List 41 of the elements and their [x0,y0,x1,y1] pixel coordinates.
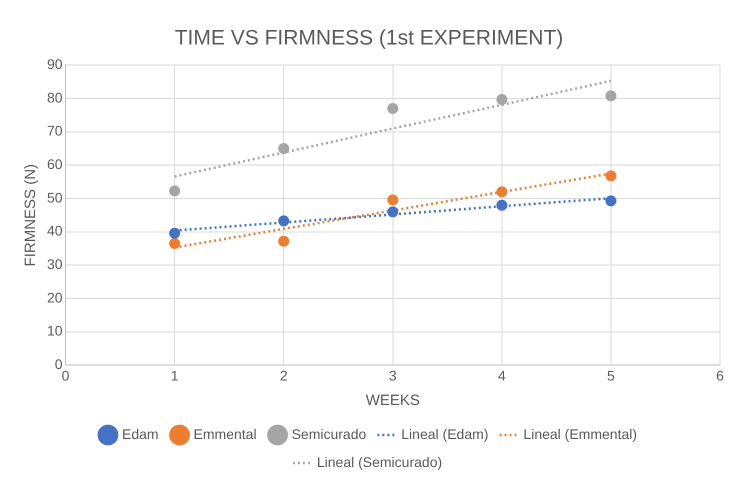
point [278,236,290,247]
x-axis-title: WEEKS [366,392,420,410]
point [387,103,398,114]
legend-label: Lineal (Semicurado) [316,454,442,470]
point [278,215,290,226]
x-tick-label: 5 [607,367,616,384]
point [169,228,180,239]
x-tick-label: 2 [280,367,288,384]
y-tick-label: 40 [46,222,63,239]
y-tick-label: 80 [46,89,63,106]
y-axis-title: FIRMNESS (N) [22,164,40,266]
x-tick-label: 3 [388,367,397,384]
legend-label: Emmental [194,426,257,442]
y-tick-label: 90 [46,56,63,72]
point [169,238,180,250]
y-tick-label: 60 [46,156,63,172]
x-tick-label: 4 [498,367,506,384]
y-tick-label: 10 [46,322,63,339]
y-tick-label: 70 [46,122,63,139]
y-tick-label: 0 [54,356,63,372]
point [278,143,290,154]
point [387,206,398,218]
line-series [173,80,612,178]
point [496,186,508,198]
point [605,90,616,102]
chart-title: TIME VS FIRMNESS (1st EXPERIMENT) [174,26,564,50]
y-tick-label: 30 [46,256,63,272]
x-tick-label: 6 [716,367,724,384]
point [605,170,616,182]
y-tick-label: 50 [46,189,63,206]
point [605,195,616,206]
x-tick-label: 1 [170,367,179,384]
legend-label: Lineal (Edam) [401,426,488,442]
point [496,94,508,106]
legend-label: Lineal (Emmental) [523,426,638,442]
legend-label: Semicurado [292,426,366,442]
point [387,194,398,206]
y-tick-label: 20 [46,289,63,306]
point [169,185,180,196]
point [496,200,508,211]
legend-label: Edam [122,426,159,442]
